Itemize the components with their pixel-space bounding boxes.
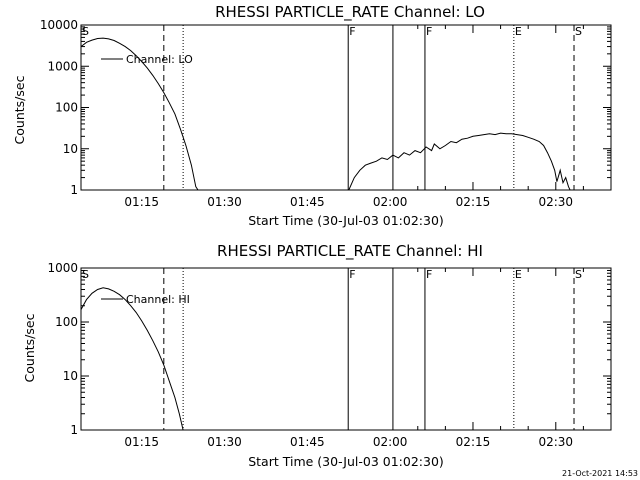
- panel-lo-plot: 1 10 100 1000 10000 01:15 01:30 01:45 02:00 02:15…: [40, 18, 612, 209]
- panel-hi-ytick-label: 100: [55, 315, 78, 329]
- panel-lo-ytick-label: 10: [63, 142, 78, 156]
- panel-hi-xtick-label: 01:45: [290, 435, 325, 449]
- panel-lo: RHESSI PARTICLE_RATE Channel: LO 1101001…: [12, 3, 612, 228]
- panel-hi-ytick-label: 10: [63, 369, 78, 383]
- panel-lo-series-line: [80, 37, 199, 191]
- panel-lo-event-label: F: [426, 25, 432, 38]
- panel-lo-frame: [80, 24, 612, 191]
- panel-hi-xtick-label: 02:30: [538, 435, 573, 449]
- panel-hi-xtick-label: 01:30: [207, 435, 242, 449]
- panel-lo-legend-label: Channel: LO: [126, 53, 193, 66]
- panel-hi-event-label: E: [515, 268, 522, 281]
- panel-hi-ytick-label: 1: [70, 423, 78, 437]
- panel-lo-xtick-label: 01:30: [207, 195, 242, 209]
- panel-lo-event-label: S: [82, 25, 89, 38]
- panel-hi-event-label: S: [575, 268, 582, 281]
- panel-hi-event-label: F: [349, 268, 355, 281]
- panel-lo-xtick-label: 02:30: [538, 195, 573, 209]
- panel-lo-ytick-label: 10000: [40, 18, 78, 32]
- panel-lo-event-label: E: [515, 25, 522, 38]
- panel-lo-xlabel: Start Time (30-Jul-03 01:02:30): [248, 213, 444, 228]
- panel-hi-title: RHESSI PARTICLE_RATE Channel: HI: [217, 242, 483, 261]
- panel-lo-ytick-label: 1000: [47, 59, 78, 73]
- panel-hi-ytick-label: 1000: [47, 261, 78, 275]
- panel-hi-event-label: S: [82, 268, 89, 281]
- panel-lo-title: RHESSI PARTICLE_RATE Channel: LO: [215, 3, 485, 22]
- panel-lo-event-label: S: [575, 25, 582, 38]
- panel-lo-ytick-label: 100: [55, 101, 78, 115]
- panel-hi-plot: 1 10 100 1000 01:15 01:30 01:45 02:00 02:15 02:30…: [47, 261, 612, 449]
- panel-hi-xtick-label: 02:15: [456, 435, 491, 449]
- panel-hi-legend-label: Channel: HI: [126, 293, 190, 306]
- panel-hi-xlabel: Start Time (30-Jul-03 01:02:30): [248, 454, 444, 469]
- panel-lo-xtick-label: 02:00: [373, 195, 408, 209]
- panel-lo-event-label: F: [349, 25, 355, 38]
- panel-lo-xtick-label: 01:15: [124, 195, 159, 209]
- panel-lo-ylabel: Counts/sec: [12, 75, 27, 144]
- render-timestamp: 21-Oct-2021 14:53: [562, 469, 638, 478]
- panel-hi-xtick-label: 02:00: [373, 435, 408, 449]
- panel-lo-ytick-label: 1: [70, 183, 78, 197]
- panel-hi-ylabel: Counts/sec: [22, 313, 37, 382]
- panel-lo-xtick-label: 02:15: [456, 195, 491, 209]
- panel-lo-series-line: [348, 132, 571, 191]
- panel-lo-xtick-label: 01:45: [290, 195, 325, 209]
- panel-hi-xtick-label: 01:15: [124, 435, 159, 449]
- panel-hi-series-line: [80, 287, 184, 431]
- panel-hi-event-label: F: [426, 268, 432, 281]
- panel-hi: RHESSI PARTICLE_RATE Channel: HI 1101001…: [22, 242, 612, 469]
